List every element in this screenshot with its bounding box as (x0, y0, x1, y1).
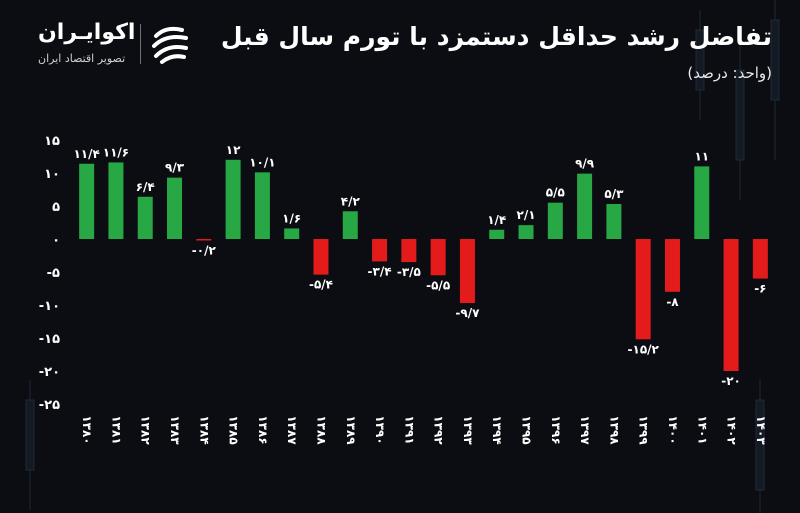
bar (664, 239, 680, 292)
logo-mark-icon (152, 26, 188, 64)
x-tick-label: ۱۳۹۵ (520, 415, 534, 444)
bar (284, 228, 300, 239)
bar (225, 159, 241, 239)
bar-value-label: -۵/۵ (426, 278, 450, 292)
bar-value-label: -۰/۲ (192, 244, 217, 258)
x-tick-label: ۱۴۰۳ (754, 415, 768, 445)
bar (108, 162, 124, 239)
bar (137, 196, 153, 239)
x-tick-label: ۱۳۹۸ (607, 415, 621, 445)
y-tick-label: ۰ (52, 233, 60, 248)
bar-value-label: ۱۱/۶ (103, 145, 129, 159)
x-tick-label: ۱۳۸۲ (139, 415, 153, 445)
logo-tagline: تصویر اقتصاد ایران (38, 52, 126, 65)
bar-value-label: -۳/۵ (397, 265, 421, 279)
bar-value-label: ۱/۶ (282, 211, 301, 225)
x-tick-label: ۱۳۸۸ (314, 415, 328, 445)
bar (577, 173, 593, 239)
x-tick-label: ۱۴۰۰ (666, 415, 680, 444)
y-tick-label: -۲۰ (39, 365, 60, 380)
bar-value-label: ۹/۹ (575, 157, 595, 171)
x-tick-label: ۱۴۰۱ (695, 415, 709, 444)
bar-value-label: ۲/۱ (517, 208, 536, 222)
ecoiran-logo: اکوایـران تصویر اقتصاد ایران (28, 20, 198, 70)
bar-value-label: -۱۵/۲ (628, 342, 660, 356)
y-tick-label: -۵ (47, 266, 60, 281)
bar-value-label: ۱۲ (226, 143, 241, 157)
bar-value-label: ۱۱/۴ (73, 147, 99, 161)
bar-value-label: ۱/۴ (487, 213, 506, 227)
chart-title: تفاضل رشد حداقل دستمزد با تورم سال قبل (220, 22, 772, 51)
y-axis: ۱۵ ۱۰ ۵ ۰ -۵ -۱۰ -۱۵ -۲۰ -۲۵ (39, 134, 60, 413)
x-axis: ۱۳۸۰ ۱۳۸۱ ۱۳۸۲ ۱۳۸۳ ۱۳۸۴ ۱۳۸۵ ۱۳۸۶ ۱۳۸۷ ۱۳۸۸ ۱۳۸۹… (80, 415, 768, 445)
y-tick-label: -۱۵ (39, 332, 60, 347)
bar (547, 202, 563, 239)
bar-value-label: ۵/۳ (604, 187, 624, 201)
logo-divider (140, 24, 141, 64)
bar-value-label: -۶ (754, 282, 766, 296)
x-tick-label: ۱۳۸۱ (109, 415, 123, 444)
bar (167, 177, 183, 239)
x-tick-label: ۱۴۰۲ (725, 415, 739, 445)
y-tick-label: ۱۵ (44, 134, 60, 149)
bar-value-label: -۳/۴ (368, 264, 392, 278)
chart-header: تفاضل رشد حداقل دستمزد با تورم سال قبل (… (0, 0, 800, 120)
bar-value-label: ۶/۴ (136, 180, 155, 194)
x-tick-label: ۱۳۹۱ (402, 415, 416, 444)
x-tick-label: ۱۳۸۵ (227, 415, 241, 444)
bar (459, 239, 475, 304)
bar-value-label: -۸ (666, 295, 679, 309)
bar-value-label: ۴/۲ (341, 194, 361, 208)
bar (489, 229, 505, 239)
x-tick-label: ۱۳۹۲ (432, 415, 446, 445)
y-tick-label: -۲۵ (39, 398, 60, 413)
x-tick-label: ۱۳۸۹ (344, 415, 358, 445)
x-tick-label: ۱۳۹۷ (578, 415, 592, 445)
bar (518, 225, 534, 239)
y-tick-label: -۱۰ (39, 299, 60, 314)
x-tick-label: ۱۳۹۶ (549, 415, 563, 444)
bar (752, 239, 768, 279)
bar (635, 239, 651, 340)
bar-value-label: -۲۰ (721, 374, 741, 388)
x-tick-label: ۱۳۹۹ (637, 415, 651, 445)
chart-unit-label: (واحد: درصد) (687, 64, 772, 82)
value-labels: ۱۱/۴ ۱۱/۶ ۶/۴ ۹/۳ -۰/۲ ۱۲ ۱۰/۱ ۱/۶ -۵/۴ ۴/۲ -۳/۴ -۳… (73, 143, 766, 388)
bar (196, 239, 212, 241)
x-tick-label: ۱۳۸۷ (285, 415, 299, 445)
bar (313, 239, 329, 275)
bar-value-label: ۹/۳ (165, 161, 185, 175)
x-tick-label: ۱۳۸۶ (256, 415, 270, 444)
bar-value-label: ۵/۵ (546, 186, 565, 200)
bar-value-label: -۹/۷ (455, 306, 480, 320)
logo-wordmark: اکوایـران (38, 20, 136, 45)
bar-value-label: -۵/۴ (309, 278, 333, 292)
bar (430, 239, 446, 276)
x-tick-label: ۱۳۹۰ (373, 415, 387, 444)
bar-value-label: ۱۱ (694, 149, 709, 163)
x-tick-label: ۱۳۸۳ (168, 415, 182, 445)
bar-value-label: ۱۰/۱ (249, 155, 275, 169)
bar (694, 166, 710, 239)
bars (79, 159, 768, 371)
x-tick-label: ۱۳۹۳ (461, 415, 475, 445)
bar (723, 239, 739, 371)
bar (79, 163, 95, 239)
bar (401, 239, 417, 263)
x-tick-label: ۱۳۹۴ (490, 415, 504, 444)
y-tick-label: ۱۰ (44, 167, 60, 182)
bar (606, 204, 622, 239)
bar (372, 239, 388, 262)
bar (342, 211, 358, 239)
x-tick-label: ۱۳۸۴ (197, 415, 211, 444)
x-tick-label: ۱۳۸۰ (80, 415, 94, 444)
bar (254, 172, 270, 239)
y-tick-label: ۵ (52, 200, 60, 215)
